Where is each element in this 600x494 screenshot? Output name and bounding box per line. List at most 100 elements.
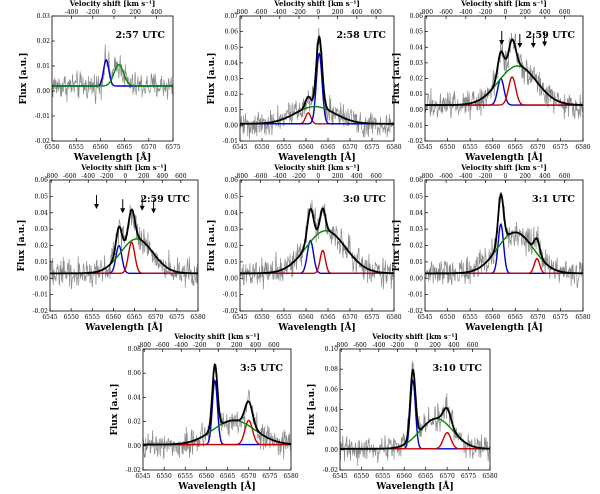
y-tick-label: 0.08	[128, 346, 142, 353]
x-tick-label: 6565	[508, 314, 523, 321]
velocity-tick-label: 200	[519, 173, 531, 180]
x-tick-label: 6570	[342, 144, 357, 151]
wavelength-axis-label: Wavelength [Å]	[277, 151, 355, 163]
panel-time-label: 3:0 UTC	[343, 194, 386, 205]
observed-spectrum	[240, 199, 394, 290]
y-tick-label: 0.06	[225, 29, 239, 36]
x-tick-label: 6570	[342, 314, 357, 321]
velocity-tick-label: -600	[63, 173, 77, 180]
y-tick-label: -0.02	[33, 308, 49, 315]
velocity-tick-label: -800	[44, 173, 58, 180]
axes-frame	[142, 348, 292, 471]
plot-area	[425, 191, 583, 288]
plot-area	[425, 33, 583, 120]
fit-line	[50, 208, 198, 275]
y-tick-label: 0.00	[410, 107, 424, 114]
velocity-tick-label: 200	[138, 173, 150, 180]
x-tick-label: 6565	[320, 314, 335, 321]
plot-area	[143, 363, 291, 460]
velocity-tick-label: 600	[175, 173, 187, 180]
x-tick-label: 6575	[553, 144, 568, 151]
velocity-tick-label: 200	[332, 173, 344, 180]
velocity-tick-label: 600	[370, 9, 382, 16]
y-tick-label: 0.04	[410, 210, 424, 217]
y-tick-label: 0.00	[37, 88, 51, 95]
velocity-tick-label: 400	[539, 173, 551, 180]
y-tick-label: -0.02	[35, 138, 51, 145]
x-tick-label: 6555	[375, 473, 390, 480]
velocity-tick-label: -600	[254, 9, 268, 16]
y-tick-label: -0.01	[223, 292, 238, 299]
fit-line	[50, 244, 198, 275]
panel-time-label: 3:5 UTC	[240, 363, 283, 374]
velocity-tick-label: -200	[292, 173, 306, 180]
y-tick-label: 0.04	[225, 210, 239, 217]
y-tick-label: 0.01	[410, 91, 423, 98]
y-tick-label: 0.01	[35, 259, 48, 266]
x-tick-label: 6560	[199, 473, 214, 480]
velocity-axis-label: Velocity shift [km s⁻¹]	[273, 0, 360, 8]
y-tick-label: -0.01	[408, 122, 423, 129]
x-tick-label: 6565	[127, 314, 142, 321]
x-tick-label: 6550	[64, 314, 79, 321]
velocity-tick-label: 200	[429, 342, 441, 349]
x-tick-label: 6575	[553, 314, 568, 321]
x-tick-label: 6560	[397, 473, 412, 480]
fit-line	[425, 192, 583, 275]
velocity-tick-label: 0	[123, 173, 127, 180]
x-tick-label: 6580	[283, 473, 298, 480]
panel-time-label: 2:59 UTC	[140, 194, 190, 205]
fit-line	[52, 64, 173, 87]
wavelength-axis-label: Wavelength [Å]	[464, 321, 542, 333]
x-tick-label: 6545	[417, 144, 432, 151]
spectrum-panel: 6545 6550 6555 6560 6565 6570 6575 6580 -0.01 0.0…	[207, 0, 402, 163]
fit-line	[143, 363, 291, 446]
spectrum-panel: 6550 6555 6560 6565 6570 6575 -0.02 -0.01 0.00 0.…	[19, 0, 181, 163]
x-tick-label: 6560	[106, 314, 121, 321]
y-tick-label: 0.01	[410, 259, 423, 266]
feature-arrow-head	[120, 208, 126, 214]
velocity-tick-label: -600	[439, 9, 453, 16]
y-tick-label: -0.02	[408, 138, 424, 145]
x-tick-label: 6580	[386, 144, 401, 151]
velocity-tick-label: 400	[250, 342, 262, 349]
plot-area	[240, 27, 394, 140]
observed-spectrum	[425, 33, 583, 120]
y-tick-label: 0.00	[225, 275, 239, 282]
feature-arrow-head	[517, 43, 523, 48]
y-tick-label: 0.01	[37, 63, 50, 70]
flux-axis-label: Flux [a.u.]	[392, 52, 402, 104]
observed-spectrum	[50, 204, 198, 290]
x-tick-label: 6560	[485, 144, 500, 151]
flux-axis-label: Flux [a.u.]	[392, 219, 402, 271]
velocity-tick-label: -600	[439, 173, 453, 180]
velocity-tick-label: 0	[112, 9, 116, 16]
y-tick-label: 0.00	[128, 443, 142, 450]
velocity-tick-label: 400	[351, 173, 363, 180]
fit-line	[425, 38, 583, 106]
x-tick-label: 6555	[69, 144, 84, 151]
spectrum-panel: 6545 6550 6555 6560 6565 6570 6575 6580 -0.02 -0.…	[392, 0, 591, 163]
velocity-tick-label: 200	[231, 342, 243, 349]
velocity-axis-label: Velocity shift [km s⁻¹]	[460, 163, 547, 172]
velocity-tick-label: 200	[129, 9, 141, 16]
x-tick-label: 6565	[320, 144, 335, 151]
x-tick-label: 6580	[482, 473, 497, 480]
y-tick-label: 0.05	[225, 44, 239, 51]
x-tick-label: 6545	[42, 314, 57, 321]
x-tick-label: 6565	[508, 144, 523, 151]
x-tick-label: 6560	[485, 314, 500, 321]
flux-axis-label: Flux [a.u.]	[307, 383, 317, 435]
y-tick-label: 0.03	[35, 226, 49, 233]
x-tick-label: 6550	[254, 144, 269, 151]
spectrum-panel: 6545 6550 6555 6560 6565 6570 6575 6580 -0.02 -0.…	[207, 163, 402, 333]
y-tick-label: 0.03	[410, 226, 424, 233]
fit-line	[340, 368, 490, 450]
y-tick-label: 0.00	[35, 275, 49, 282]
x-tick-label: 6550	[44, 144, 59, 151]
velocity-tick-label: -600	[254, 173, 268, 180]
y-tick-label: 0.00	[225, 122, 239, 129]
velocity-tick-label: -600	[353, 342, 367, 349]
plot-area	[50, 204, 198, 290]
y-tick-label: 0.10	[325, 346, 339, 353]
